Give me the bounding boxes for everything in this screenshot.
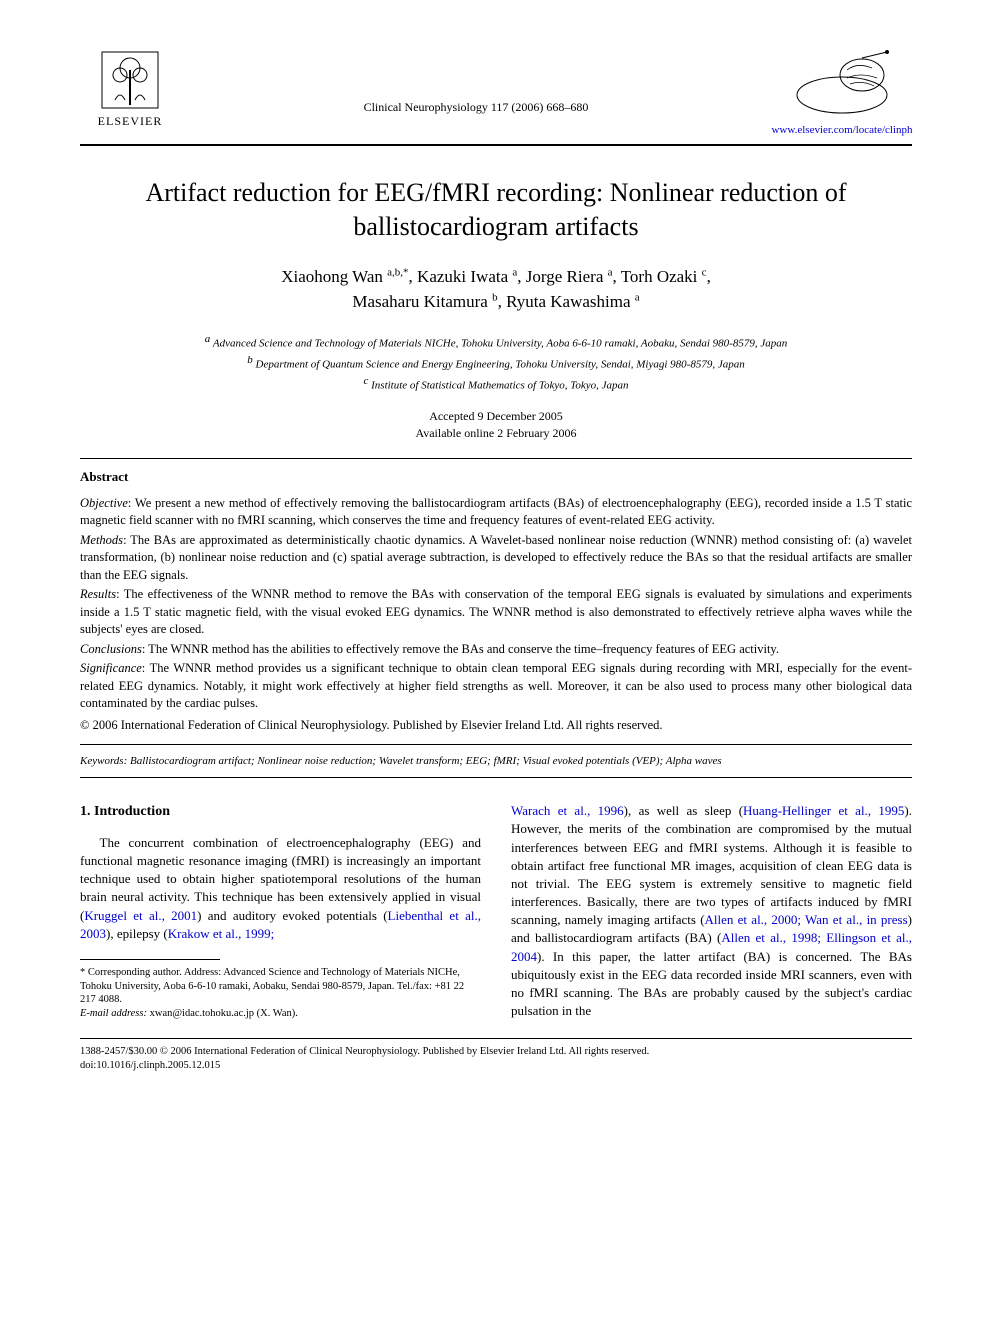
section-1-heading: 1. Introduction [80, 802, 481, 822]
authors-block: Xiaohong Wan a,b,*, Kazuki Iwata a , Jorg… [80, 264, 912, 315]
affiliations-block: a Advanced Science and Technology of Mat… [80, 331, 912, 394]
abstract-body: Objective: We present a new method of ef… [80, 495, 912, 735]
journal-citation: Clinical Neurophysiology 117 (2006) 668–… [364, 50, 589, 115]
author-text: , Ryuta Kawashima [498, 292, 635, 311]
methods-text: : The BAs are approximated as determinis… [80, 533, 912, 582]
author-text: , [707, 267, 711, 286]
conclusions-text: : The WNNR method has the abilities to e… [142, 642, 779, 656]
footer-rule [80, 1038, 912, 1039]
header-rule [80, 144, 912, 146]
journal-logo-block: www.elsevier.com/locate/clinph [772, 50, 912, 136]
corresponding-author: * Corresponding author. Address: Advance… [80, 966, 481, 1007]
author-text: , Torh Ozaki [613, 267, 702, 286]
author-text: , Kazuki Iwata [409, 267, 513, 286]
significance-text: : The WNNR method provides us a signific… [80, 661, 912, 710]
intro-paragraph: The concurrent combination of electroenc… [80, 834, 481, 943]
body-text: ), as well as sleep ( [624, 803, 743, 818]
keywords-bottom-rule [80, 777, 912, 778]
author-affil-sup: a,b,* [387, 266, 408, 278]
affiliation-a: Advanced Science and Technology of Mater… [213, 337, 787, 349]
online-date: Available online 2 February 2006 [415, 426, 576, 440]
abstract-copyright: © 2006 International Federation of Clini… [80, 717, 912, 735]
journal-brain-icon [792, 50, 892, 120]
main-body-columns: 1. Introduction The concurrent combinati… [80, 802, 912, 1020]
journal-url-link[interactable]: www.elsevier.com/locate/clinph [771, 124, 912, 136]
article-title: Artifact reduction for EEG/fMRI recordin… [80, 176, 912, 244]
methods-label: Methods [80, 533, 123, 547]
footer-copyright: 1388-2457/$30.00 © 2006 International Fe… [80, 1045, 912, 1059]
footer-doi: doi:10.1016/j.clinph.2005.12.015 [80, 1059, 912, 1073]
body-text: ). However, the merits of the combinatio… [511, 803, 912, 927]
results-text: : The effectiveness of the WNNR method t… [80, 587, 912, 636]
left-column: 1. Introduction The concurrent combinati… [80, 802, 481, 1020]
keywords-top-rule [80, 744, 912, 745]
footer-block: 1388-2457/$30.00 © 2006 International Fe… [80, 1045, 912, 1072]
objective-text: : We present a new method of effectively… [80, 496, 912, 528]
citation-link[interactable]: Warach et al., 1996 [511, 803, 624, 818]
footnote-block: * Corresponding author. Address: Advance… [80, 966, 481, 1021]
accepted-date: Accepted 9 December 2005 [429, 409, 563, 423]
abstract-section: Abstract Objective: We present a new met… [80, 469, 912, 735]
affiliation-b: Department of Quantum Science and Energy… [256, 358, 745, 370]
abstract-heading: Abstract [80, 469, 912, 485]
elsevier-tree-icon [100, 50, 160, 110]
keywords-label: Keywords: [80, 755, 127, 767]
citation-link[interactable]: Allen et al., 2000; Wan et al., in press [705, 912, 908, 927]
email-address: xwan@idac.tohoku.ac.jp (X. Wan). [147, 1008, 298, 1019]
keywords-text: Ballistocardiogram artifact; Nonlinear n… [127, 755, 721, 767]
publisher-logo-block: ELSEVIER [80, 50, 180, 129]
publisher-name: ELSEVIER [98, 114, 163, 129]
citation-link[interactable]: Huang-Hellinger et al., 1995 [743, 803, 904, 818]
author-affil-sup: a [635, 291, 640, 303]
footnote-rule [80, 959, 220, 960]
keywords-line: Keywords: Ballistocardiogram artifact; N… [80, 755, 912, 767]
results-label: Results [80, 587, 116, 601]
conclusions-label: Conclusions [80, 642, 142, 656]
author-text: , Jorge Riera [517, 267, 607, 286]
body-text: ). In this paper, the latter artifact (B… [511, 949, 912, 1019]
author-text: Masaharu Kitamura [352, 292, 492, 311]
intro-paragraph-cont: Warach et al., 1996), as well as sleep (… [511, 802, 912, 1020]
abstract-top-rule [80, 458, 912, 459]
body-text: ), epilepsy ( [106, 926, 168, 941]
page-header: ELSEVIER Clinical Neurophysiology 117 (2… [80, 50, 912, 136]
significance-label: Significance [80, 661, 142, 675]
author-text: Xiaohong Wan [281, 267, 387, 286]
body-text: ) and auditory evoked potentials ( [197, 908, 387, 923]
email-label: E-mail address: [80, 1008, 147, 1019]
right-column: Warach et al., 1996), as well as sleep (… [511, 802, 912, 1020]
affiliation-c: Institute of Statistical Mathematics of … [371, 380, 628, 392]
dates-block: Accepted 9 December 2005 Available onlin… [80, 408, 912, 442]
citation-link[interactable]: Krakow et al., 1999; [168, 926, 275, 941]
objective-label: Objective [80, 496, 128, 510]
citation-link[interactable]: Kruggel et al., 2001 [84, 908, 197, 923]
